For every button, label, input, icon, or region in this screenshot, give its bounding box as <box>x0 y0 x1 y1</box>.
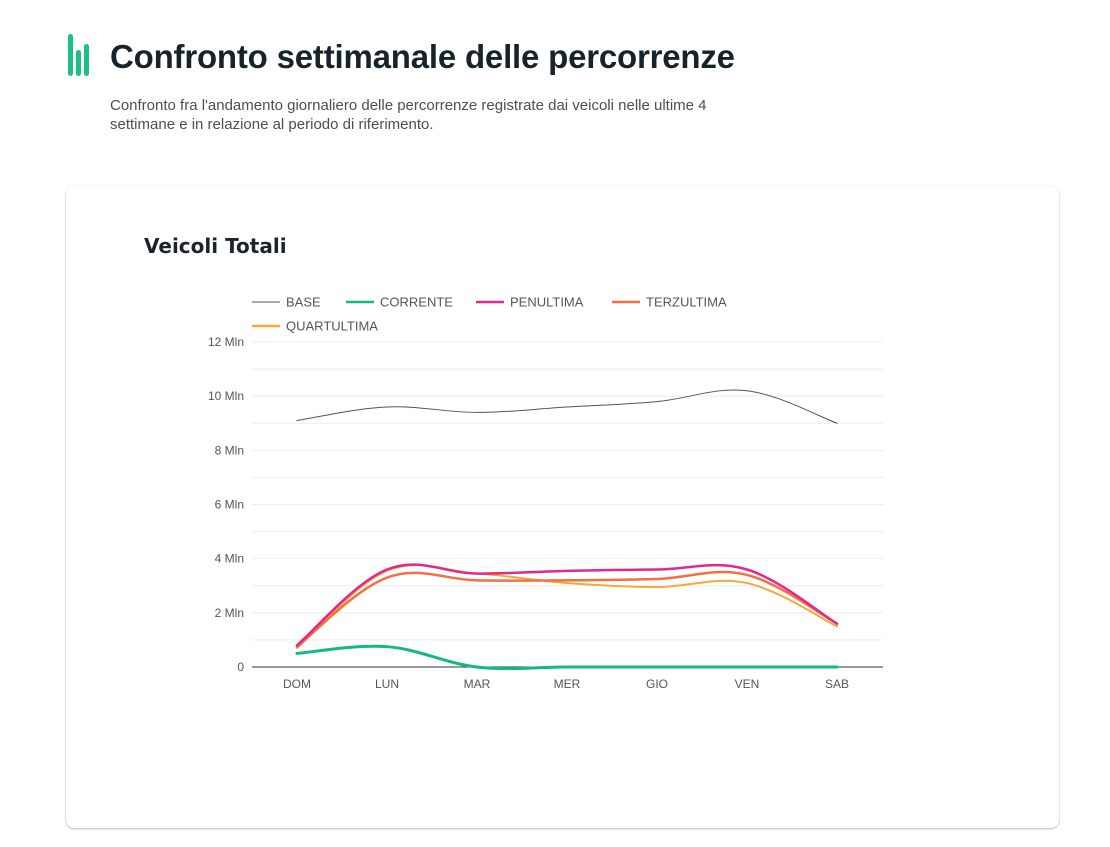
chart-title: Veicoli Totali <box>144 234 287 258</box>
legend-item-base[interactable]: BASE <box>252 295 321 310</box>
series-lines <box>295 389 839 671</box>
legend-item-terzultima[interactable]: TERZULTIMA <box>612 295 727 310</box>
x-tick-label: MER <box>554 677 581 691</box>
x-tick-label: MAR <box>464 677 491 691</box>
legend-label: PENULTIMA <box>510 295 584 310</box>
legend-item-penultima[interactable]: PENULTIMA <box>476 295 584 310</box>
page-subtitle: Confronto fra l'andamento giornaliero de… <box>110 97 707 133</box>
legend-label: BASE <box>286 295 321 310</box>
series-line-terzultima[interactable] <box>295 570 839 648</box>
y-tick-label: 6 Mln <box>215 498 244 512</box>
y-tick-label: 8 Mln <box>215 443 244 457</box>
page-title: Confronto settimanale delle percorrenze <box>110 38 735 75</box>
x-tick-label: GIO <box>646 677 668 691</box>
series-line-penultima[interactable] <box>295 563 839 647</box>
x-tick-label: SAB <box>825 677 849 691</box>
legend-item-corrente[interactable]: CORRENTE <box>346 295 453 310</box>
chart-legend: BASE CORRENTE PENULTIMA TERZULTIMA QUARTULTI… <box>252 295 727 334</box>
y-tick-label: 4 Mln <box>215 552 244 566</box>
y-tick-label: 12 Mln <box>208 335 244 349</box>
y-tick-label: 2 Mln <box>215 606 244 620</box>
gridlines <box>252 341 883 641</box>
bar-chart-icon <box>68 34 89 76</box>
x-axis: DOM LUN MAR MER GIO VEN SAB <box>283 677 849 691</box>
x-tick-label: DOM <box>283 677 311 691</box>
legend-item-quartultima[interactable]: QUARTULTIMA <box>252 319 378 334</box>
x-tick-label: LUN <box>375 677 399 691</box>
legend-label: QUARTULTIMA <box>286 319 378 334</box>
series-line-base[interactable] <box>296 389 838 424</box>
legend-label: CORRENTE <box>380 295 453 310</box>
series-line-corrente[interactable] <box>295 644 839 671</box>
y-tick-label: 10 Mln <box>208 389 244 403</box>
y-tick-label: 0 <box>237 660 244 674</box>
y-axis: 0 2 Mln 4 Mln 6 Mln 8 Mln 10 Mln 12 Mln <box>208 335 244 674</box>
series-line-quartultima[interactable] <box>296 564 838 650</box>
x-tick-label: VEN <box>735 677 760 691</box>
chart-card: Veicoli Totali <box>66 186 1059 828</box>
legend-label: TERZULTIMA <box>646 295 727 310</box>
